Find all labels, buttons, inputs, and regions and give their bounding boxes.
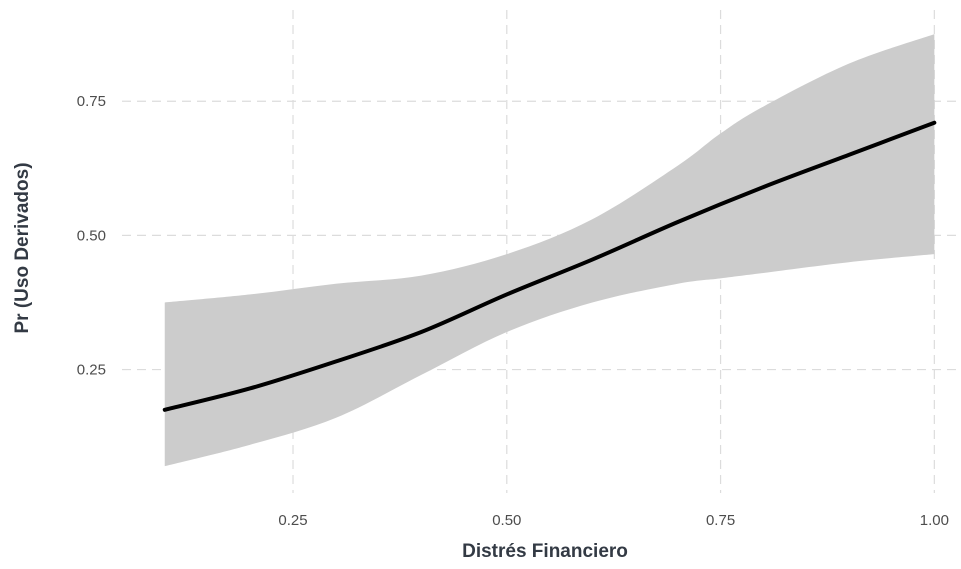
x-tick-label: 0.25 <box>278 512 307 529</box>
y-axis-title: Pr (Uso Derivados) <box>12 162 33 333</box>
y-tick-label: 0.25 <box>77 362 106 379</box>
x-tick-labels: 0.25 0.50 0.75 1.00 <box>278 512 949 529</box>
y-tick-labels: 0.25 0.50 0.75 <box>77 93 106 378</box>
y-tick-label: 0.75 <box>77 93 106 110</box>
x-tick-label: 0.50 <box>492 512 521 529</box>
x-tick-label: 0.75 <box>706 512 735 529</box>
confidence-band-layer <box>164 34 935 467</box>
x-axis-title: Distrés Financiero <box>462 541 628 562</box>
fit-line-layer <box>162 120 937 412</box>
y-tick-label: 0.50 <box>77 227 106 244</box>
confidence-band <box>164 34 935 467</box>
predicted-probability-line <box>162 120 937 412</box>
x-tick-label: 1.00 <box>920 512 949 529</box>
